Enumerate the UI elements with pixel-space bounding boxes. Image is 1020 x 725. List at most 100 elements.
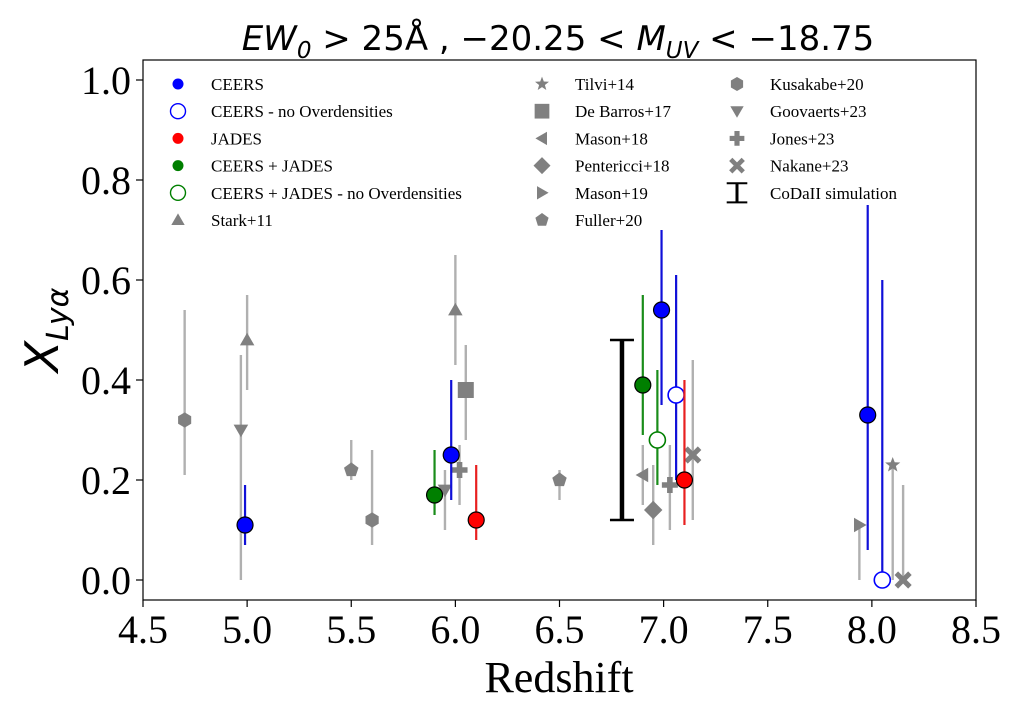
legend-ceers-jades-no-overdensities: CEERS + JADES - no Overdensities	[169, 184, 462, 203]
series-tilvi14	[885, 457, 901, 580]
legend-jones23-label: Jones+23	[770, 129, 834, 148]
x-tick-label-6.5: 6.5	[535, 607, 585, 652]
point-nakane23-1	[684, 446, 702, 464]
x-axis-ticks: 4.5 5.0 5.5 6.0 6.5 7.0 7.5 8.0 8.5	[118, 600, 1001, 652]
legend-nakane23-label: Nakane+23	[770, 157, 849, 176]
point-ceers-3	[652, 301, 671, 319]
series-nakane23	[684, 360, 912, 589]
legend-ceers-no-overdensities: CEERS - no Overdensities	[169, 102, 393, 121]
series-jades	[467, 380, 694, 540]
legend-ceers-jades-marker	[172, 160, 184, 172]
legend-jades-marker	[172, 132, 184, 144]
series-mason19	[854, 517, 867, 580]
point-ceers-2	[442, 446, 460, 464]
series-ceers-jades-no-overdensities	[648, 370, 667, 485]
x-tick-label-6.0: 6.0	[430, 607, 480, 652]
legend-pentericci18: Pentericci+18	[533, 157, 670, 176]
point-nakane23-2-stroke-b	[894, 571, 912, 589]
legend-kusakabe20-marker	[730, 77, 744, 91]
legend-codaii-simulation-marker	[726, 182, 748, 204]
legend-de-barros17-label: De Barros+17	[575, 102, 671, 121]
point-tilvi14-1	[885, 457, 901, 472]
legend-ceers-jades-no-overdensities-marker	[169, 184, 187, 202]
legend-mason18-label: Mason+18	[575, 129, 648, 148]
legend-pentericci18-marker	[533, 157, 551, 175]
legend-ceers-no-overdensities-marker	[169, 102, 187, 120]
point-nakane23-1-stroke-b	[684, 446, 702, 464]
point-goovaerts23-1	[233, 424, 249, 438]
legend-fuller20: Fuller+20	[535, 211, 642, 230]
x-tick-label-7.5: 7.5	[743, 607, 793, 652]
point-stark11-2	[448, 302, 463, 316]
legend-goovaerts23: Goovaerts+23	[730, 102, 866, 121]
legend-ceers-label: CEERS	[211, 75, 264, 94]
x-tick-label-5.5: 5.5	[326, 607, 376, 652]
point-kusakabe20-1	[178, 412, 192, 428]
point-ceers-jades-1	[425, 486, 444, 504]
legend-goovaerts23-marker	[730, 106, 744, 118]
y-axis-ticks: 0.0 0.2 0.4 0.6 0.8 1.0	[81, 58, 143, 603]
legend-fuller20-marker	[535, 213, 549, 226]
x-tick-label-7.0: 7.0	[639, 607, 689, 652]
point-ceers-no-overdensities-1	[667, 386, 685, 404]
legend-stark11-marker	[171, 213, 185, 225]
point-jones23-1	[451, 462, 468, 479]
point-nakane23-2	[894, 571, 912, 589]
point-ceers-jades-2	[634, 376, 652, 394]
legend-pentericci18-label: Pentericci+18	[575, 157, 670, 176]
legend-nakane23-marker-stroke-b	[729, 157, 745, 174]
point-goovaerts23-2	[437, 484, 453, 498]
legend-jones23: Jones+23	[729, 129, 834, 148]
data-layer	[178, 205, 912, 589]
series-goovaerts23	[233, 355, 453, 580]
legend-nakane23-marker	[729, 157, 745, 174]
series-kusakabe20	[178, 310, 379, 545]
legend-goovaerts23-label: Goovaerts+23	[770, 102, 866, 121]
legend-stark11-label: Stark+11	[211, 211, 273, 230]
y-axis-label: XLyα	[15, 287, 76, 374]
legend-ceers-jades-no-overdensities-label: CEERS + JADES - no Overdensities	[211, 184, 462, 203]
point-jades-1	[467, 511, 485, 529]
svg-text:XLyα: XLyα	[15, 287, 76, 374]
legend-codaii-simulation-label: CoDaII simulation	[770, 184, 898, 203]
legend-fuller20-label: Fuller+20	[575, 211, 642, 230]
y-tick-label-0.2: 0.2	[81, 458, 131, 503]
legend-stark11: Stark+11	[171, 211, 273, 230]
legend-ceers-marker	[172, 78, 184, 90]
series-ceers	[236, 205, 877, 550]
y-tick-label-0.8: 0.8	[81, 158, 131, 203]
point-jades-2	[675, 471, 694, 489]
chart-title: EW0 > 25Å , −20.25 < MUV < −18.75	[242, 18, 875, 64]
y-tick-label-0.4: 0.4	[81, 358, 131, 403]
legend-kusakabe20: Kusakabe+20	[730, 75, 864, 94]
legend-jades-label: JADES	[211, 129, 262, 148]
series-stark11	[239, 255, 463, 390]
series-ceers-no-overdensities	[667, 275, 892, 589]
legend-de-barros17-marker	[534, 103, 550, 119]
point-ceers-jades-no-overdensities-1	[648, 431, 667, 449]
point-ceers-1	[236, 516, 254, 534]
legend-mason19-marker	[537, 186, 549, 200]
series-fuller20	[344, 440, 567, 500]
point-mason18-1	[635, 467, 649, 483]
legend-mason18-marker	[535, 131, 547, 146]
series-mason18	[635, 445, 649, 505]
x-tick-label-5.0: 5.0	[222, 607, 272, 652]
y-tick-label-1.0: 1.0	[81, 58, 131, 103]
point-fuller20-2	[552, 472, 567, 487]
legend-tilvi14-marker	[535, 76, 549, 90]
x-tick-label-4.5: 4.5	[118, 607, 168, 652]
legend-mason19: Mason+19	[537, 184, 648, 203]
point-ceers-no-overdensities-2	[873, 571, 892, 589]
y-tick-label-0.6: 0.6	[81, 258, 131, 303]
legend-kusakabe20-label: Kusakabe+20	[770, 75, 864, 94]
legend-mason18: Mason+18	[535, 129, 648, 148]
legend-jades: JADES	[172, 129, 262, 148]
legend: CEERS CEERS - no Overdensities JADES CEERS …	[169, 75, 898, 230]
point-stark11-1	[239, 332, 255, 346]
legend-de-barros17: De Barros+17	[534, 102, 671, 121]
legend-ceers-no-overdensities-label: CEERS - no Overdensities	[211, 102, 393, 121]
legend-codaii-simulation: CoDaII simulation	[726, 182, 898, 204]
point-codaii-simulation-1	[609, 338, 634, 522]
